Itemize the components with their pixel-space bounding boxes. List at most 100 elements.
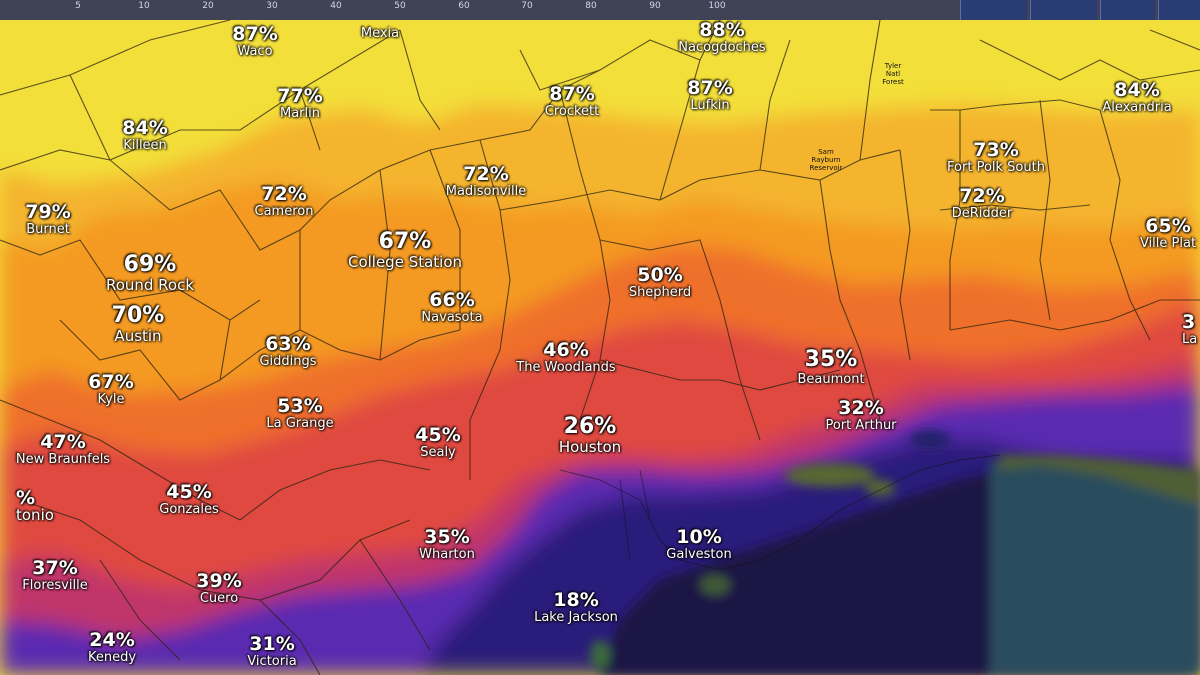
city-label: 87% Crockett — [545, 84, 600, 119]
city-name: Marlin — [279, 106, 320, 121]
city-label: 46% The Woodlands — [516, 340, 615, 375]
toolbar-button[interactable] — [960, 0, 1027, 20]
city-name: Fort Polk South — [947, 160, 1045, 175]
city-percent: 39% — [196, 570, 242, 592]
city-name: tonio — [16, 506, 54, 524]
city-name: Nacogdoches — [678, 40, 766, 55]
ocean-teal — [990, 455, 1200, 675]
city-label: 37% Floresville — [22, 558, 87, 593]
legend-tick: 20 — [202, 1, 214, 11]
city-percent: 31% — [249, 633, 295, 655]
city-label: 72% DeRidder — [952, 186, 1013, 221]
legend-tick: 80 — [585, 1, 597, 11]
legend-tick: 100 — [708, 1, 726, 11]
city-label: Mexia — [361, 26, 399, 41]
city-name: Giddings — [259, 354, 317, 369]
city-percent: 87% — [549, 83, 595, 105]
city-name: Lufkin — [690, 98, 730, 113]
city-label: 3 La — [1182, 312, 1197, 347]
city-name: Crockett — [544, 104, 600, 119]
city-label: 35% Beaumont — [797, 347, 864, 388]
city-name: Galveston — [666, 547, 732, 562]
toolbar-button[interactable] — [1100, 0, 1155, 20]
city-percent: 63% — [265, 333, 311, 355]
city-name: Cuero — [199, 591, 239, 606]
city-name: Austin — [114, 327, 162, 345]
city-percent: 73% — [973, 139, 1019, 161]
city-name: College Station — [347, 253, 463, 271]
city-name: Port Arthur — [825, 418, 897, 433]
city-percent: 3 — [1182, 311, 1196, 333]
city-label: 73% Fort Polk South — [947, 140, 1045, 175]
city-name: Navasota — [421, 310, 483, 325]
city-percent: 72% — [261, 183, 307, 205]
city-label: 47% New Braunfels — [16, 432, 110, 467]
city-percent: 24% — [89, 629, 135, 651]
city-label: 88% Nacogdoches — [678, 20, 765, 55]
city-label: 87% Waco — [232, 24, 277, 59]
city-label: 79% Burnet — [25, 202, 70, 237]
city-name: Sealy — [420, 445, 456, 460]
city-percent: 65% — [1145, 215, 1191, 237]
city-name: Victoria — [247, 654, 297, 669]
city-percent: 72% — [463, 163, 509, 185]
city-percent: 67% — [88, 371, 134, 393]
city-percent: % — [16, 487, 36, 509]
city-label: 67% College Station — [348, 230, 462, 271]
legend-tick: 70 — [521, 1, 533, 11]
city-name: New Braunfels — [15, 452, 111, 467]
city-percent: 26% — [563, 414, 617, 439]
city-name: Gonzales — [159, 502, 219, 517]
city-name: DeRidder — [951, 206, 1013, 221]
toolbar-button[interactable] — [1030, 0, 1097, 20]
legend-tick: 40 — [330, 1, 342, 11]
city-label: 77% Marlin — [277, 86, 322, 121]
marsh-2 — [865, 480, 895, 496]
gulf-water — [600, 470, 1000, 675]
city-name: Alexandria — [1102, 100, 1172, 115]
legend-tick: 30 — [266, 1, 278, 11]
city-label: % tonio — [16, 488, 54, 523]
legend-tick: 90 — [649, 1, 661, 11]
toolbar-button[interactable] — [1158, 0, 1200, 20]
city-name: Mexia — [360, 26, 400, 41]
city-name: Kenedy — [87, 650, 137, 665]
city-name: Wharton — [419, 547, 475, 562]
city-percent: 70% — [111, 303, 165, 328]
city-label: 10% Galveston — [666, 527, 731, 562]
city-percent: 37% — [32, 557, 78, 579]
city-percent: 79% — [25, 201, 71, 223]
city-percent: 67% — [378, 229, 432, 254]
city-name: Kyle — [97, 392, 125, 407]
city-name: La Grange — [266, 416, 334, 431]
map-feature-label: Sam Rayburn Reservoir — [809, 148, 843, 172]
city-label: 63% Giddings — [259, 334, 316, 369]
city-percent: 84% — [1114, 79, 1160, 101]
city-percent: 84% — [122, 117, 168, 139]
city-percent: 88% — [699, 19, 745, 41]
city-percent: 10% — [676, 526, 722, 548]
marsh-4 — [590, 640, 610, 670]
city-name: Ville Plat — [1139, 236, 1197, 251]
city-name: Lake Jackson — [534, 610, 618, 625]
city-percent: 32% — [838, 397, 884, 419]
city-label: 18% Lake Jackson — [534, 590, 618, 625]
city-name: Burnet — [26, 222, 70, 237]
city-label: 72% Madisonville — [446, 164, 527, 199]
city-percent: 72% — [959, 185, 1005, 207]
city-label: 50% Shepherd — [629, 265, 691, 300]
city-percent: 87% — [687, 77, 733, 99]
city-name: Waco — [237, 44, 273, 59]
city-label: 45% Sealy — [415, 425, 460, 460]
city-percent: 69% — [123, 252, 177, 277]
city-name: Floresville — [22, 578, 88, 593]
marsh-5 — [910, 430, 950, 450]
city-label: 87% Lufkin — [687, 78, 732, 113]
city-label: 35% Wharton — [419, 527, 475, 562]
city-percent: 18% — [553, 589, 599, 611]
city-percent: 47% — [40, 431, 86, 453]
city-percent: 35% — [804, 347, 858, 372]
city-percent: 53% — [277, 395, 323, 417]
city-label: 26% Houston — [559, 415, 621, 456]
marsh-1 — [785, 463, 875, 487]
